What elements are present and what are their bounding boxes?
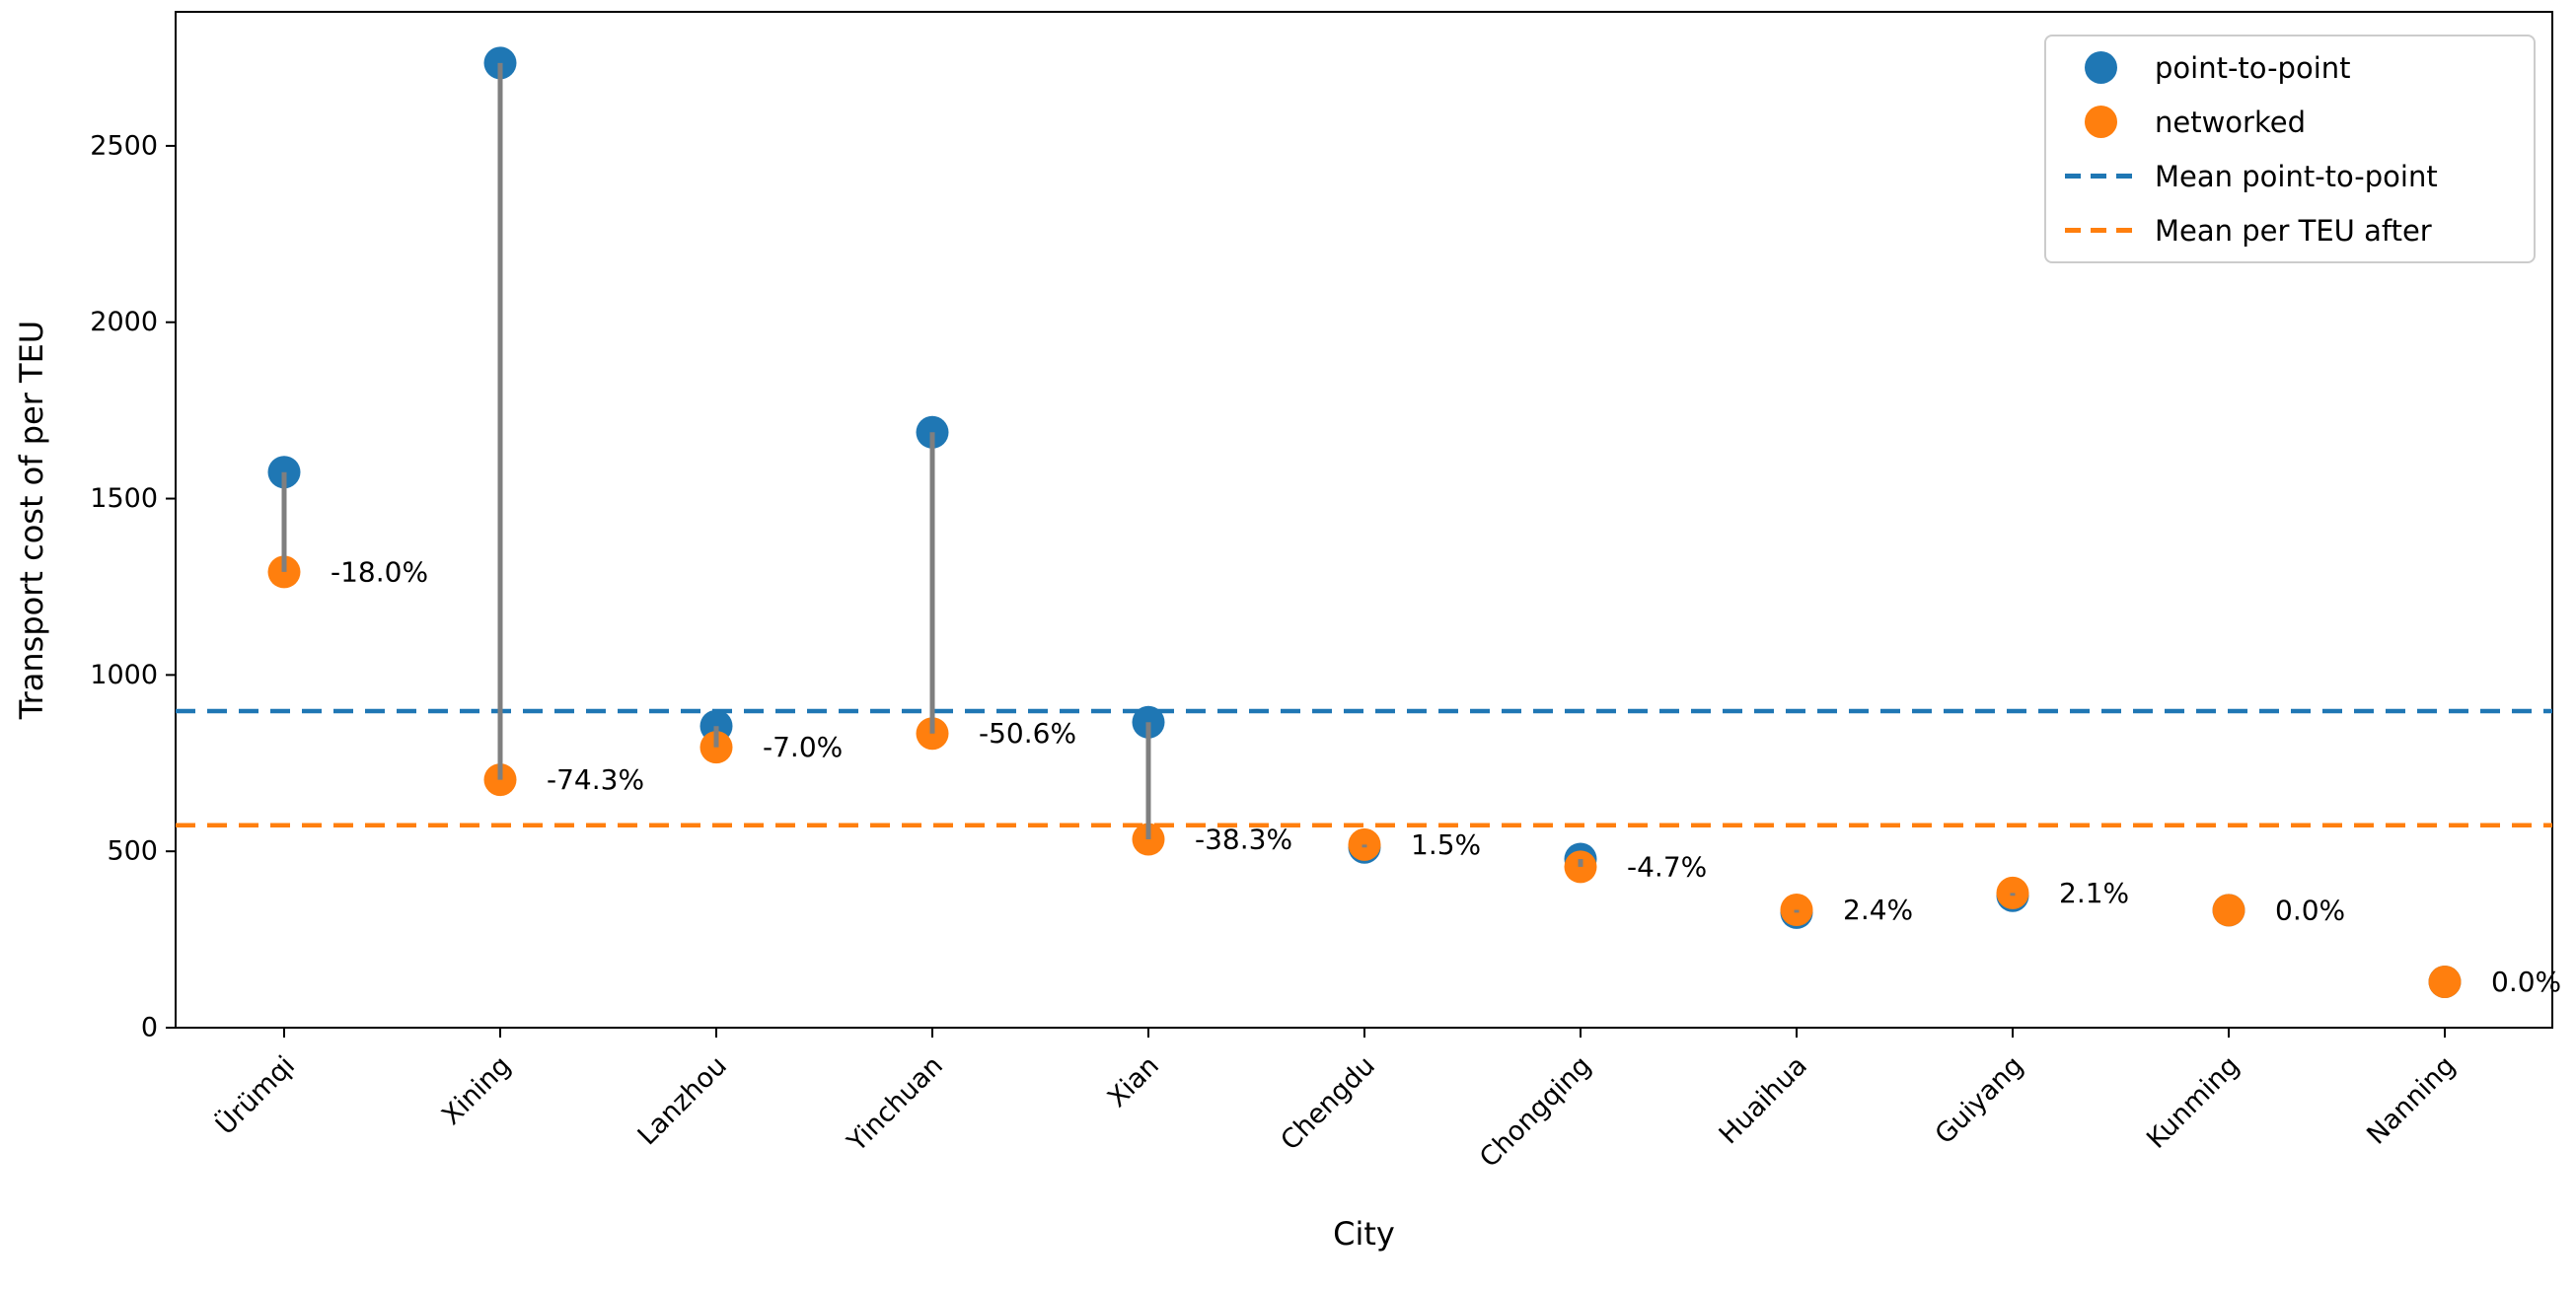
- mean-point-to-point-dash-icon: [2065, 174, 2136, 179]
- legend-label: Mean point-to-point: [2155, 159, 2438, 193]
- x-tick-label-kunming: Kunming: [2141, 1050, 2245, 1155]
- legend-label: point-to-point: [2155, 50, 2351, 85]
- point-networked-kunming: [2212, 894, 2245, 927]
- legend: point-to-point networked Mean point-to-p…: [2044, 35, 2536, 263]
- pct-change-label: 0.0%: [2275, 894, 2345, 926]
- x-tick-label-huaihua: Huaihua: [1714, 1050, 1813, 1150]
- pct-change-label: 1.5%: [1411, 828, 1481, 861]
- x-tick-label-chongqing: Chongqing: [1474, 1050, 1597, 1174]
- x-tick-label-xining: Xining: [436, 1050, 517, 1131]
- pct-change-label: 2.4%: [1843, 894, 1913, 926]
- legend-label: Mean per TEU after: [2155, 213, 2432, 248]
- x-tick-label-guiyang: Guiyang: [1930, 1050, 2029, 1150]
- pct-change-label: -4.7%: [1627, 850, 1707, 883]
- x-tick-label-xian: Xian: [1102, 1050, 1165, 1113]
- y-tick-label: 2000: [90, 307, 158, 337]
- point-networked-nanning: [2428, 966, 2462, 999]
- pct-change-label: 2.1%: [2059, 877, 2129, 909]
- pct-change-label: -18.0%: [331, 555, 428, 588]
- pct-change-label: -74.3%: [547, 763, 644, 796]
- point-to-point-dot-icon: [2084, 51, 2117, 84]
- point-point-to-point-xining: [483, 46, 517, 80]
- x-tick-label-rmqi: Ürümqi: [209, 1049, 301, 1141]
- x-tick-label-chengdu: Chengdu: [1275, 1050, 1381, 1157]
- legend-item-mean-per-teu-after: Mean per TEU after: [2046, 206, 2534, 255]
- y-tick-label: 500: [107, 836, 158, 867]
- legend-item-point-to-point: point-to-point: [2046, 43, 2534, 93]
- mean-per-teu-after-dash-icon: [2065, 228, 2136, 233]
- networked-dot-icon: [2084, 106, 2117, 138]
- legend-label: networked: [2155, 105, 2306, 139]
- pct-change-label: -50.6%: [979, 717, 1076, 750]
- x-tick-label-yinchuan: Yinchuan: [841, 1050, 949, 1159]
- y-tick-label: 1000: [90, 660, 158, 690]
- y-tick-label: 1500: [90, 483, 158, 514]
- legend-item-mean-point-to-point: Mean point-to-point: [2046, 152, 2534, 201]
- pct-change-label: -7.0%: [763, 731, 843, 763]
- legend-item-networked: networked: [2046, 98, 2534, 147]
- y-tick-label: 0: [141, 1013, 158, 1043]
- y-tick-label: 2500: [90, 130, 158, 161]
- pct-change-label: -38.3%: [1195, 824, 1292, 856]
- pct-change-label: 0.0%: [2491, 966, 2561, 998]
- y-axis-label: Transport cost of per TEU: [13, 320, 50, 720]
- x-axis-label: City: [1333, 1215, 1395, 1253]
- x-tick-label-nanning: Nanning: [2361, 1050, 2462, 1151]
- x-tick-label-lanzhou: Lanzhou: [632, 1050, 733, 1151]
